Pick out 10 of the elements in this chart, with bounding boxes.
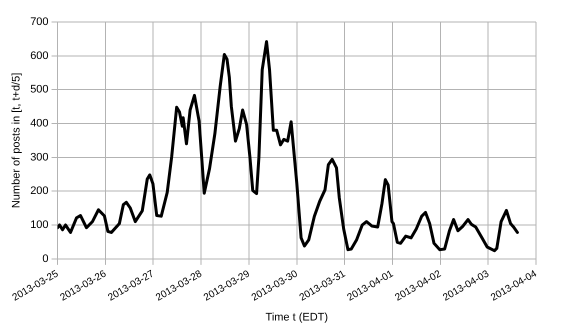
y-tick-label: 600	[30, 50, 49, 62]
y-tick-label: 400	[30, 118, 49, 130]
y-tick-label: 700	[30, 16, 49, 28]
y-tick-label: 200	[30, 185, 49, 198]
y-axis-title: Number of posts in [t, t+d/5]	[10, 72, 23, 208]
y-tick-label: 500	[30, 84, 49, 96]
x-axis-title: Time t (EDT)	[266, 311, 328, 324]
y-tick-label: 0	[42, 252, 49, 265]
y-tick-label: 100	[30, 219, 49, 232]
y-tick-label: 300	[30, 151, 49, 164]
